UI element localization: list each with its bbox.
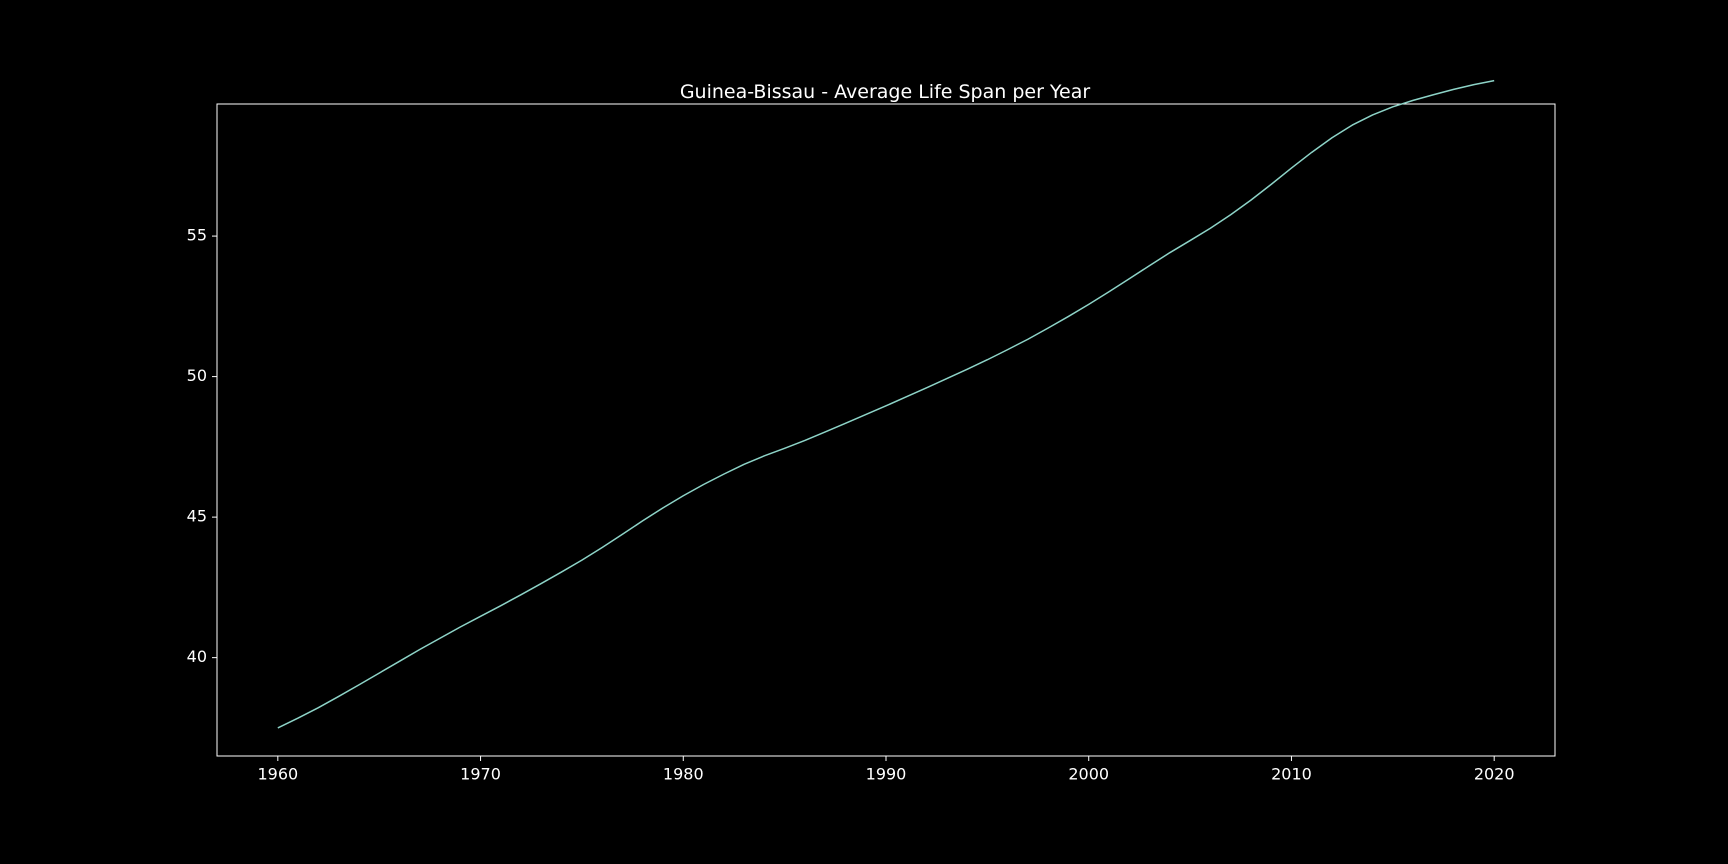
x-tick-label: 2010 [1271,765,1312,784]
x-tick-label: 1960 [257,765,298,784]
series-line [277,79,1495,729]
x-tick-label: 1990 [866,765,907,784]
y-tick-label: 50 [187,366,207,385]
x-tick-label: 2000 [1068,765,1109,784]
plot-area: 1960 1970 1980 1990 2000 2010 2020 40 45 50 55 [187,79,1556,784]
y-tick-label: 40 [187,647,207,666]
x-tick-label: 1980 [663,765,704,784]
x-tick-label: 1970 [460,765,501,784]
y-tick-label: 45 [187,507,207,526]
y-tick-label: 55 [187,226,207,245]
chart-title: Guinea-Bissau - Average Life Span per Ye… [680,81,1091,103]
x-tick-label: 2020 [1474,765,1515,784]
